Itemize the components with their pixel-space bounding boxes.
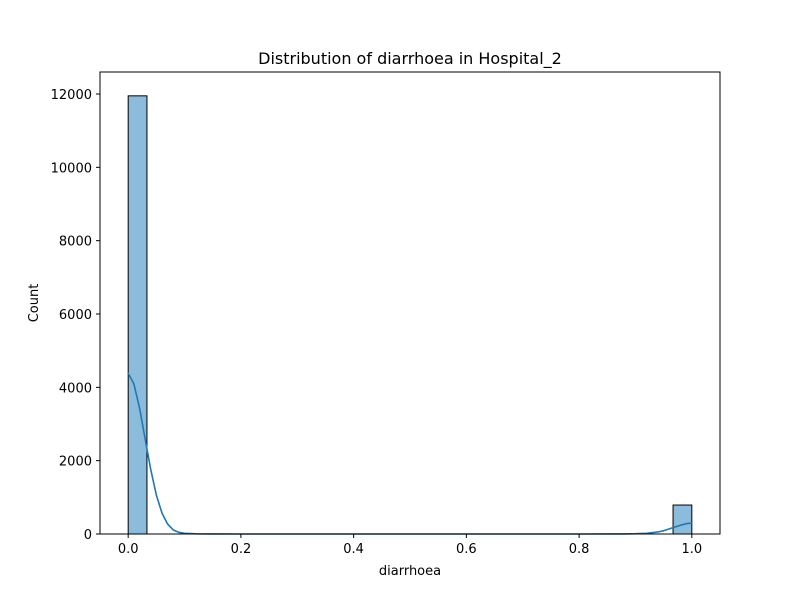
x-tick-label-2: 0.4 (343, 542, 364, 557)
y-tick-label-2: 4000 (59, 381, 92, 396)
x-axis-label: diarrhoea (379, 564, 441, 579)
histogram-bar-0 (127, 95, 148, 535)
x-tick-label-3: 0.6 (456, 542, 477, 557)
x-tick-label-0: 0.0 (118, 542, 139, 557)
x-axis-ticks: 0.0 0.2 0.4 0.6 0.8 1.0 (118, 534, 702, 557)
x-tick-label-4: 0.8 (569, 542, 590, 557)
chart-title: Distribution of diarrhoea in Hospital_2 (258, 49, 562, 69)
y-tick-label-4: 8000 (59, 235, 92, 250)
y-axis-ticks: 0 2000 4000 6000 8000 10000 12000 (51, 88, 100, 543)
y-tick-label-3: 6000 (59, 308, 92, 323)
y-tick-label-0: 0 (84, 528, 92, 543)
y-tick-label-5: 10000 (51, 161, 92, 176)
x-tick-label-5: 1.0 (681, 542, 702, 557)
y-tick-label-6: 12000 (51, 88, 92, 103)
y-tick-label-1: 2000 (59, 455, 92, 470)
x-tick-label-1: 0.2 (231, 542, 252, 557)
y-axis-label: Count (27, 284, 42, 323)
histogram-bar-1 (672, 504, 693, 535)
plot-frame (99, 71, 721, 535)
